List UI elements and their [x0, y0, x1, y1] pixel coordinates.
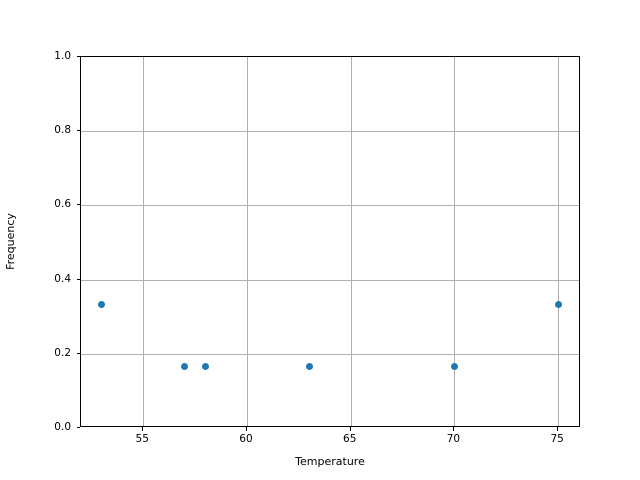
x-tick-label: 55 — [135, 433, 149, 445]
y-tick-mark — [76, 352, 80, 354]
x-tick-mark — [245, 427, 247, 431]
gridline-vertical — [143, 57, 145, 426]
y-tick-mark — [76, 130, 80, 132]
x-axis-label: Temperature — [295, 455, 365, 468]
scatter-point — [98, 300, 106, 308]
y-tick-mark — [76, 427, 80, 428]
plot-area — [80, 56, 580, 427]
y-tick-label: 0.2 — [54, 346, 71, 359]
y-axis-label: Frequency — [0, 56, 20, 427]
gridline-vertical — [246, 57, 248, 426]
gridline-vertical — [350, 57, 352, 426]
gridline-horizontal — [81, 279, 579, 281]
scatter-point — [305, 362, 313, 370]
gridline-horizontal — [81, 131, 579, 133]
y-tick-label: 0.0 — [54, 421, 71, 433]
x-tick-mark — [142, 427, 144, 431]
x-tick-label: 70 — [446, 433, 461, 445]
y-tick-mark — [76, 56, 80, 57]
scatter-point — [181, 362, 189, 370]
y-tick-label: 1.0 — [54, 50, 71, 62]
scatter-point — [554, 300, 562, 308]
scatter-point — [201, 362, 209, 370]
y-tick-mark — [76, 278, 80, 280]
y-tick-label: 0.4 — [54, 272, 71, 285]
y-axis-label-text: Frequency — [3, 213, 17, 270]
gridline-vertical — [558, 57, 560, 426]
x-tick-label: 60 — [239, 433, 253, 445]
y-tick-label: 0.6 — [54, 198, 71, 211]
y-tick-label: 0.8 — [54, 124, 71, 137]
x-tick-label: 65 — [343, 433, 357, 445]
gridline-horizontal — [81, 353, 579, 355]
x-tick-mark — [349, 427, 351, 431]
x-tick-mark — [453, 427, 455, 431]
y-tick-mark — [76, 204, 80, 206]
scatter-point — [450, 362, 458, 370]
gridline-horizontal — [81, 205, 579, 207]
x-tick-mark — [557, 427, 559, 431]
gridline-vertical — [454, 57, 456, 426]
x-tick-label: 75 — [550, 433, 564, 445]
